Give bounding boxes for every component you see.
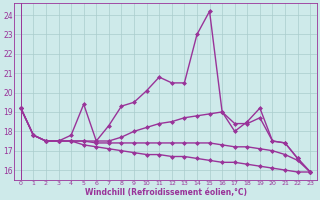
X-axis label: Windchill (Refroidissement éolien,°C): Windchill (Refroidissement éolien,°C) [84,188,246,197]
